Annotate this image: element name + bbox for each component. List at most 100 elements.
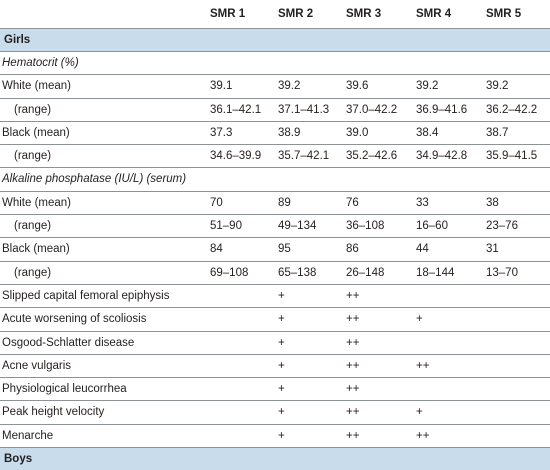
row-label: White (mean) bbox=[0, 75, 208, 98]
table-cell: ++ bbox=[344, 308, 414, 331]
row-label: (range) bbox=[0, 261, 208, 284]
table-cell: 35.9–41.5 bbox=[484, 145, 550, 168]
section-girls-label: Girls bbox=[0, 29, 550, 52]
table-cell bbox=[208, 52, 276, 75]
table-cell bbox=[344, 168, 414, 191]
table-cell bbox=[484, 378, 550, 401]
table-cell bbox=[414, 52, 484, 75]
table-cell: 13–70 bbox=[484, 261, 550, 284]
header-smr-2: SMR 2 bbox=[276, 0, 344, 29]
table-cell: + bbox=[276, 378, 344, 401]
table-row: Acute worsening of scoliosis++++ bbox=[0, 308, 550, 331]
table-cell: 26–148 bbox=[344, 261, 414, 284]
table-cell bbox=[484, 308, 550, 331]
table-cell bbox=[414, 284, 484, 307]
table-cell: 16–60 bbox=[414, 215, 484, 238]
row-label: (range) bbox=[0, 145, 208, 168]
table-cell: 84 bbox=[208, 238, 276, 261]
table-cell bbox=[208, 284, 276, 307]
row-label: White (mean) bbox=[0, 191, 208, 214]
table-cell: ++ bbox=[414, 424, 484, 447]
table-cell bbox=[484, 424, 550, 447]
table-cell: 39.1 bbox=[208, 75, 276, 98]
table-row: Physiological leucorrhea+++ bbox=[0, 378, 550, 401]
table-cell bbox=[414, 378, 484, 401]
table-cell: 38.7 bbox=[484, 121, 550, 144]
table-row: Peak height velocity++++ bbox=[0, 401, 550, 424]
table-cell bbox=[208, 401, 276, 424]
table-cell bbox=[344, 52, 414, 75]
table-cell: ++ bbox=[414, 354, 484, 377]
table-cell: 76 bbox=[344, 191, 414, 214]
row-label: Black (mean) bbox=[0, 121, 208, 144]
table-cell bbox=[484, 354, 550, 377]
table-cell bbox=[484, 284, 550, 307]
table-cell: 31 bbox=[484, 238, 550, 261]
table-cell: 23–76 bbox=[484, 215, 550, 238]
table-cell: + bbox=[276, 331, 344, 354]
table-cell: 34.6–39.9 bbox=[208, 145, 276, 168]
table-cell: ++ bbox=[344, 284, 414, 307]
table-cell: 38 bbox=[484, 191, 550, 214]
table-cell: 69–108 bbox=[208, 261, 276, 284]
table-cell bbox=[208, 308, 276, 331]
table-cell bbox=[208, 424, 276, 447]
table-cell: 95 bbox=[276, 238, 344, 261]
table-cell: 39.6 bbox=[344, 75, 414, 98]
table-cell: 37.1–41.3 bbox=[276, 98, 344, 121]
header-smr-5: SMR 5 bbox=[484, 0, 550, 29]
table-row: Osgood-Schlatter disease+++ bbox=[0, 331, 550, 354]
header-smr-4: SMR 4 bbox=[414, 0, 484, 29]
table-cell: 39.2 bbox=[484, 75, 550, 98]
table-cell: 36.2–42.2 bbox=[484, 98, 550, 121]
table-cell bbox=[484, 331, 550, 354]
table-cell: 37.3 bbox=[208, 121, 276, 144]
row-label: Acute worsening of scoliosis bbox=[0, 308, 208, 331]
table-row: Hematocrit (%) bbox=[0, 52, 550, 75]
table-cell: 36.1–42.1 bbox=[208, 98, 276, 121]
row-label: Menarche bbox=[0, 424, 208, 447]
row-label: Hematocrit (%) bbox=[0, 52, 208, 75]
table-cell: 18–144 bbox=[414, 261, 484, 284]
table-cell: ++ bbox=[344, 354, 414, 377]
table-cell: 35.2–42.6 bbox=[344, 145, 414, 168]
row-label: Alkaline phosphatase (IU/L) (serum) bbox=[0, 168, 208, 191]
table-cell: + bbox=[276, 354, 344, 377]
row-label: (range) bbox=[0, 215, 208, 238]
table-cell: ++ bbox=[344, 424, 414, 447]
table-cell bbox=[414, 168, 484, 191]
table-row: Alkaline phosphatase (IU/L) (serum) bbox=[0, 168, 550, 191]
table-cell: 35.7–42.1 bbox=[276, 145, 344, 168]
table-cell: 38.4 bbox=[414, 121, 484, 144]
header-smr-3: SMR 3 bbox=[344, 0, 414, 29]
table-cell bbox=[484, 168, 550, 191]
table-row: Slipped capital femoral epiphysis+++ bbox=[0, 284, 550, 307]
section-boys: Boys bbox=[0, 448, 550, 470]
section-girls: Girls bbox=[0, 29, 550, 52]
table-cell: + bbox=[276, 284, 344, 307]
table-row: Menarche+++++ bbox=[0, 424, 550, 447]
table-cell bbox=[414, 331, 484, 354]
table-cell bbox=[484, 52, 550, 75]
table-cell: + bbox=[276, 308, 344, 331]
table-cell: 39.2 bbox=[276, 75, 344, 98]
table-cell bbox=[208, 168, 276, 191]
table-cell: ++ bbox=[344, 378, 414, 401]
table-cell bbox=[276, 168, 344, 191]
row-label: (range) bbox=[0, 98, 208, 121]
table-cell: 86 bbox=[344, 238, 414, 261]
table-cell: 38.9 bbox=[276, 121, 344, 144]
table-cell: 44 bbox=[414, 238, 484, 261]
row-label: Peak height velocity bbox=[0, 401, 208, 424]
row-label: Black (mean) bbox=[0, 238, 208, 261]
table-row: Acne vulgaris+++++ bbox=[0, 354, 550, 377]
table-cell: 33 bbox=[414, 191, 484, 214]
